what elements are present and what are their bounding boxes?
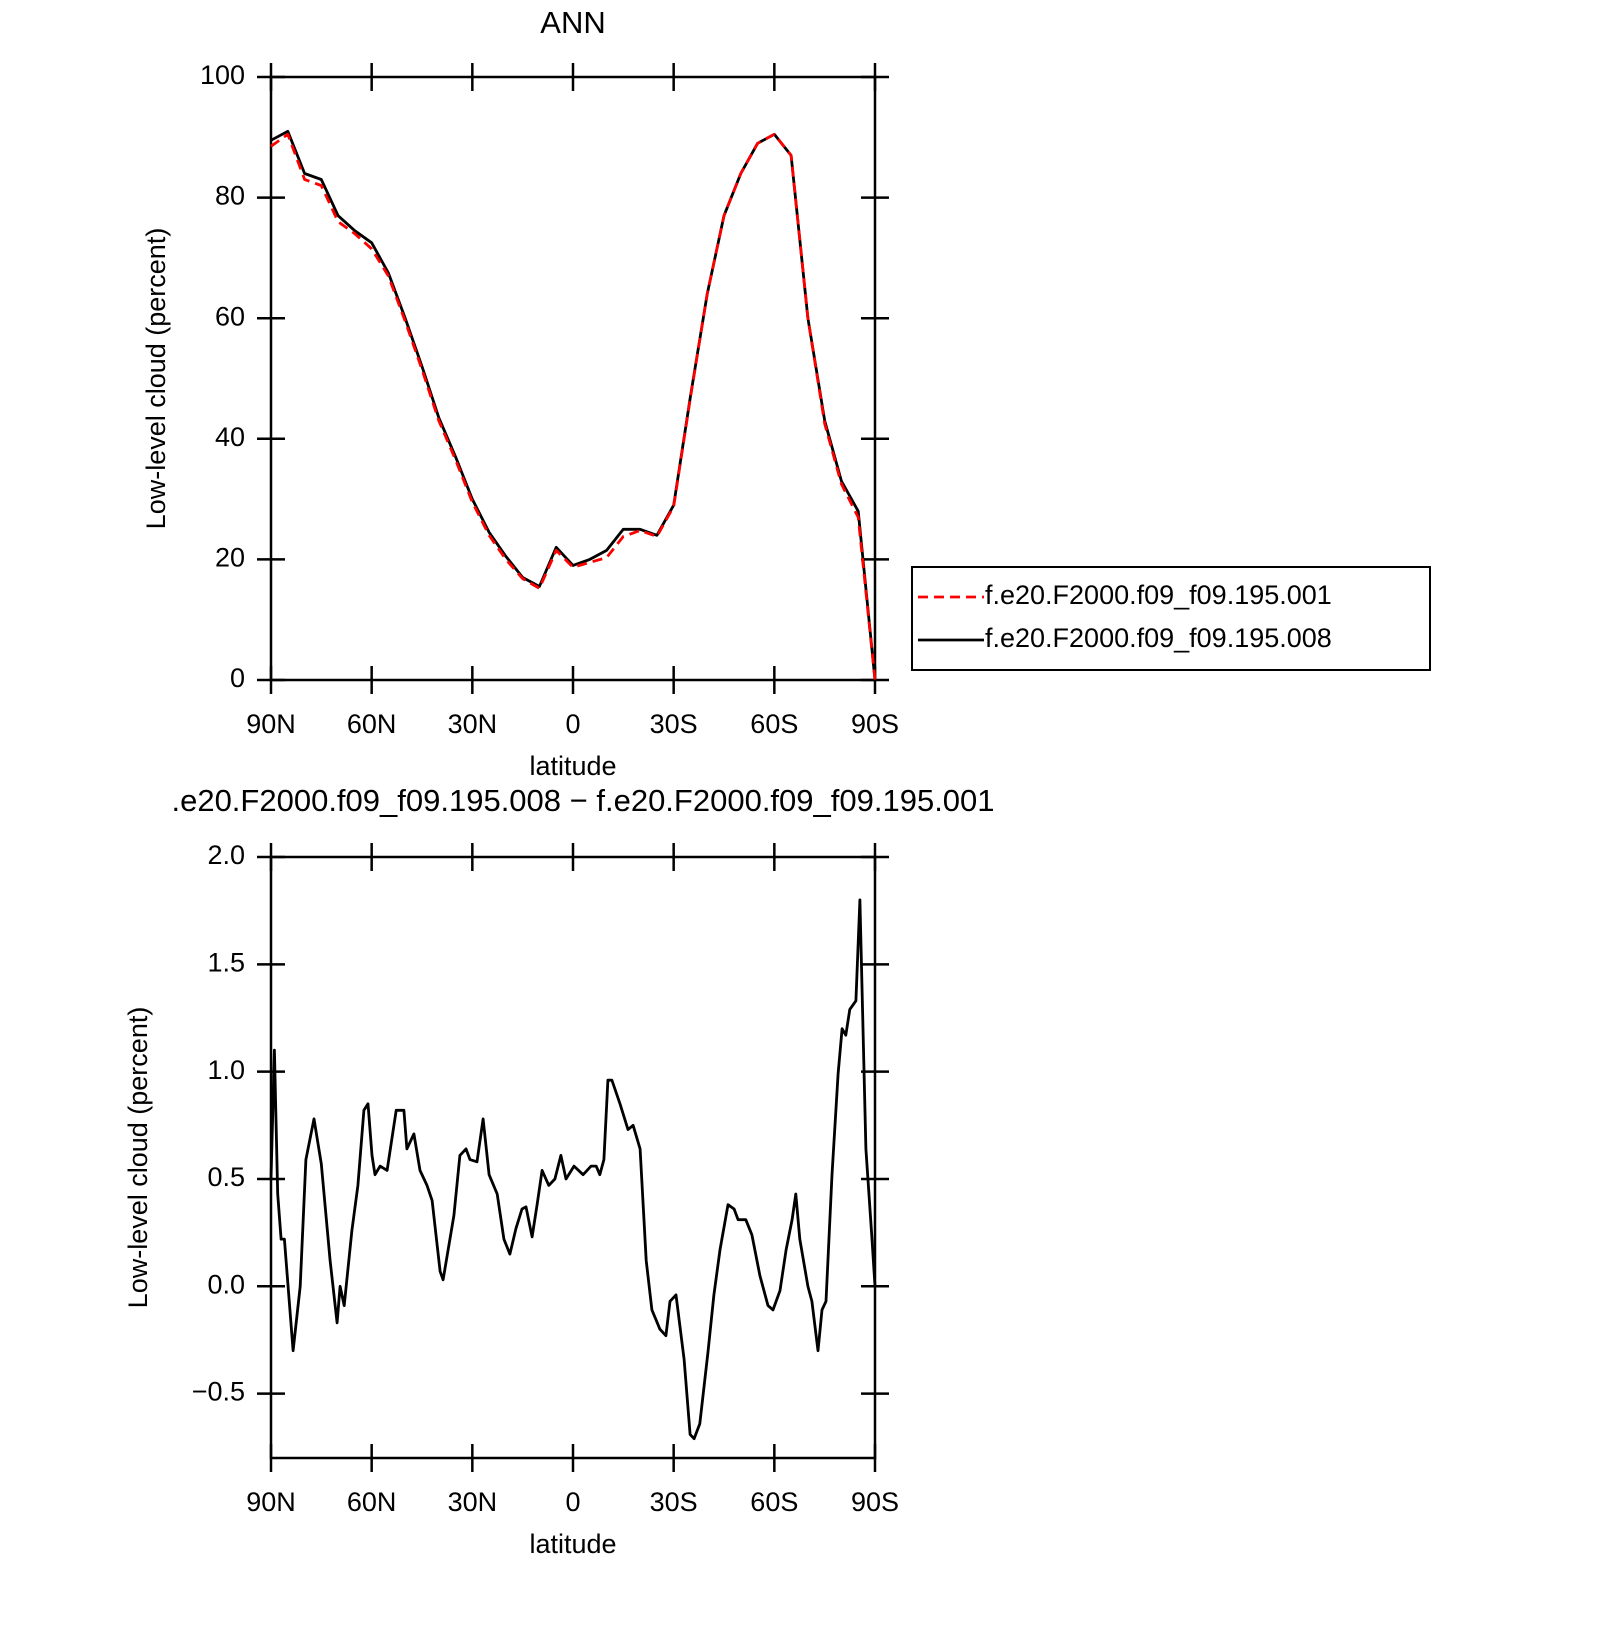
plot-frame bbox=[269, 75, 877, 682]
x-tick-label: 90N bbox=[246, 709, 296, 739]
legend-label: f.e20.F2000.f09_f09.195.001 bbox=[985, 580, 1332, 610]
y-tick-label: 0.0 bbox=[207, 1269, 245, 1299]
x-axis-label: latitude bbox=[529, 751, 616, 781]
x-tick-label: 60N bbox=[347, 709, 397, 739]
data-line bbox=[270, 129, 877, 681]
y-tick-label: 0 bbox=[230, 663, 245, 693]
plot-frame bbox=[269, 855, 877, 1460]
y-tick-label: 1.0 bbox=[207, 1055, 245, 1085]
x-tick-label: 30S bbox=[650, 709, 698, 739]
y-tick-label: 40 bbox=[215, 422, 245, 452]
x-tick-label: 60N bbox=[347, 1487, 397, 1517]
y-tick-label: 0.5 bbox=[207, 1162, 245, 1192]
x-tick-label: 60S bbox=[750, 1487, 798, 1517]
x-tick-label: 90S bbox=[851, 709, 899, 739]
chart-title: ANN bbox=[540, 5, 605, 40]
y-tick-label: −0.5 bbox=[192, 1377, 245, 1407]
y-tick-label: 100 bbox=[200, 60, 245, 90]
x-tick-label: 30S bbox=[650, 1487, 698, 1517]
y-tick-label: 20 bbox=[215, 543, 245, 573]
y-tick-label: 60 bbox=[215, 301, 245, 331]
legend-label: f.e20.F2000.f09_f09.195.008 bbox=[985, 623, 1332, 653]
x-axis-label: latitude bbox=[529, 1529, 616, 1559]
x-tick-label: 60S bbox=[750, 709, 798, 739]
x-tick-label: 30N bbox=[448, 709, 498, 739]
x-tick-label: 0 bbox=[565, 709, 580, 739]
x-tick-label: 0 bbox=[565, 1487, 580, 1517]
y-axis-label: Low-level cloud (percent) bbox=[123, 1007, 153, 1309]
legend-box bbox=[911, 566, 1431, 671]
data-line bbox=[270, 132, 877, 681]
y-tick-label: 80 bbox=[215, 181, 245, 211]
y-axis-label: Low-level cloud (percent) bbox=[141, 228, 171, 530]
x-tick-label: 30N bbox=[448, 1487, 498, 1517]
y-tick-label: 1.5 bbox=[207, 947, 245, 977]
chart-title: .e20.F2000.f09_f09.195.008 − f.e20.F2000… bbox=[171, 783, 994, 818]
x-tick-label: 90N bbox=[246, 1487, 296, 1517]
data-line bbox=[269, 898, 877, 1441]
y-tick-label: 2.0 bbox=[207, 840, 245, 870]
x-tick-label: 90S bbox=[851, 1487, 899, 1517]
